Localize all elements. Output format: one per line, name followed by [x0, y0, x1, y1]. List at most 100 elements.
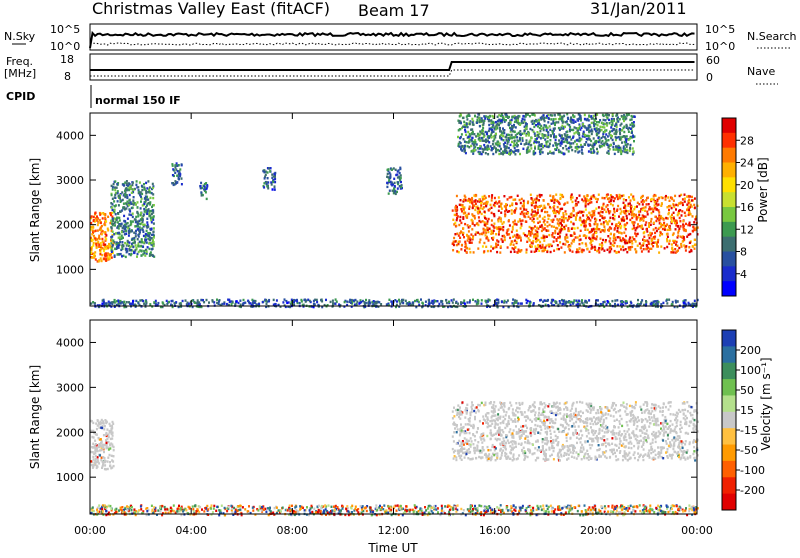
pixel	[628, 213, 630, 215]
pixel	[93, 216, 95, 218]
pixel	[591, 133, 593, 135]
colorbar-tick-label: 12	[740, 223, 754, 236]
pixel	[583, 195, 585, 197]
pixel	[527, 114, 529, 116]
pixel	[579, 114, 581, 116]
pixel	[481, 303, 483, 305]
pixel	[504, 205, 506, 207]
pixel	[514, 136, 516, 138]
pixel	[90, 302, 92, 304]
pixel	[533, 126, 535, 128]
pixel	[208, 301, 210, 303]
pixel	[580, 441, 582, 443]
pixel	[109, 465, 111, 467]
pixel	[401, 300, 403, 302]
pixel	[148, 202, 150, 204]
pixel	[509, 205, 511, 207]
pixel	[524, 441, 526, 443]
pixel	[607, 235, 609, 237]
pixel	[185, 299, 187, 301]
pixel	[660, 205, 662, 207]
pixel	[515, 301, 517, 303]
pixel	[491, 194, 493, 196]
pixel	[625, 224, 627, 226]
pixel	[216, 302, 218, 304]
pixel	[445, 299, 447, 301]
pixel	[108, 448, 110, 450]
pixel	[514, 251, 516, 253]
pixel	[140, 207, 142, 209]
pixel	[481, 137, 483, 139]
pixel	[562, 116, 564, 118]
pixel	[658, 216, 660, 218]
pixel	[464, 147, 466, 149]
pixel	[137, 253, 139, 255]
pixel	[579, 150, 581, 152]
pixel	[97, 224, 99, 226]
pixel	[546, 211, 548, 213]
pixel	[555, 142, 557, 144]
pixel	[653, 198, 655, 200]
pixel	[118, 247, 120, 249]
pixel	[649, 232, 651, 234]
pixel	[575, 204, 577, 206]
pixel	[610, 144, 612, 146]
pixel	[466, 118, 468, 120]
pixel	[510, 243, 512, 245]
pixel	[273, 299, 275, 301]
pixel	[637, 233, 639, 235]
pixel	[536, 197, 538, 199]
pixel	[132, 182, 134, 184]
pixel	[621, 141, 623, 143]
pixel	[557, 244, 559, 246]
pixel	[477, 116, 479, 118]
pixel	[485, 237, 487, 239]
pixel	[498, 301, 500, 303]
pixel	[216, 299, 218, 301]
pixel	[465, 131, 467, 133]
pixel	[493, 223, 495, 225]
pixel	[564, 141, 566, 143]
pixel	[471, 401, 473, 403]
pixel	[527, 201, 529, 203]
pixel	[579, 194, 581, 196]
pixel	[631, 214, 633, 216]
pixel	[116, 217, 118, 219]
pixel	[561, 303, 563, 305]
pixel	[498, 205, 500, 207]
pixel	[534, 414, 536, 416]
pixel	[488, 218, 490, 220]
pixel	[486, 300, 488, 302]
pixel	[492, 121, 494, 123]
pixel	[685, 223, 687, 225]
pixel	[691, 303, 693, 305]
pixel	[506, 301, 508, 303]
pixel	[617, 227, 619, 229]
pixel	[520, 302, 522, 304]
pixel	[683, 236, 685, 238]
colorbar-swatch	[722, 252, 736, 267]
pixel	[561, 228, 563, 230]
pixel	[662, 228, 664, 230]
pixel	[145, 192, 147, 194]
pixel	[459, 219, 461, 221]
pixel	[557, 211, 559, 213]
pixel	[130, 249, 132, 251]
pixel	[206, 198, 208, 200]
pixel	[578, 251, 580, 253]
pixel	[452, 249, 454, 251]
pixel	[92, 451, 94, 453]
pixel	[99, 454, 101, 456]
pixel	[561, 137, 563, 139]
pixel	[94, 302, 96, 304]
pixel	[467, 239, 469, 241]
pixel	[93, 458, 95, 460]
pixel	[461, 133, 463, 135]
pixel	[561, 134, 563, 136]
pixel	[205, 182, 207, 184]
pixel	[595, 232, 597, 234]
pixel	[236, 300, 238, 302]
pixel	[624, 226, 626, 228]
pixel	[504, 236, 506, 238]
pixel	[605, 211, 607, 213]
